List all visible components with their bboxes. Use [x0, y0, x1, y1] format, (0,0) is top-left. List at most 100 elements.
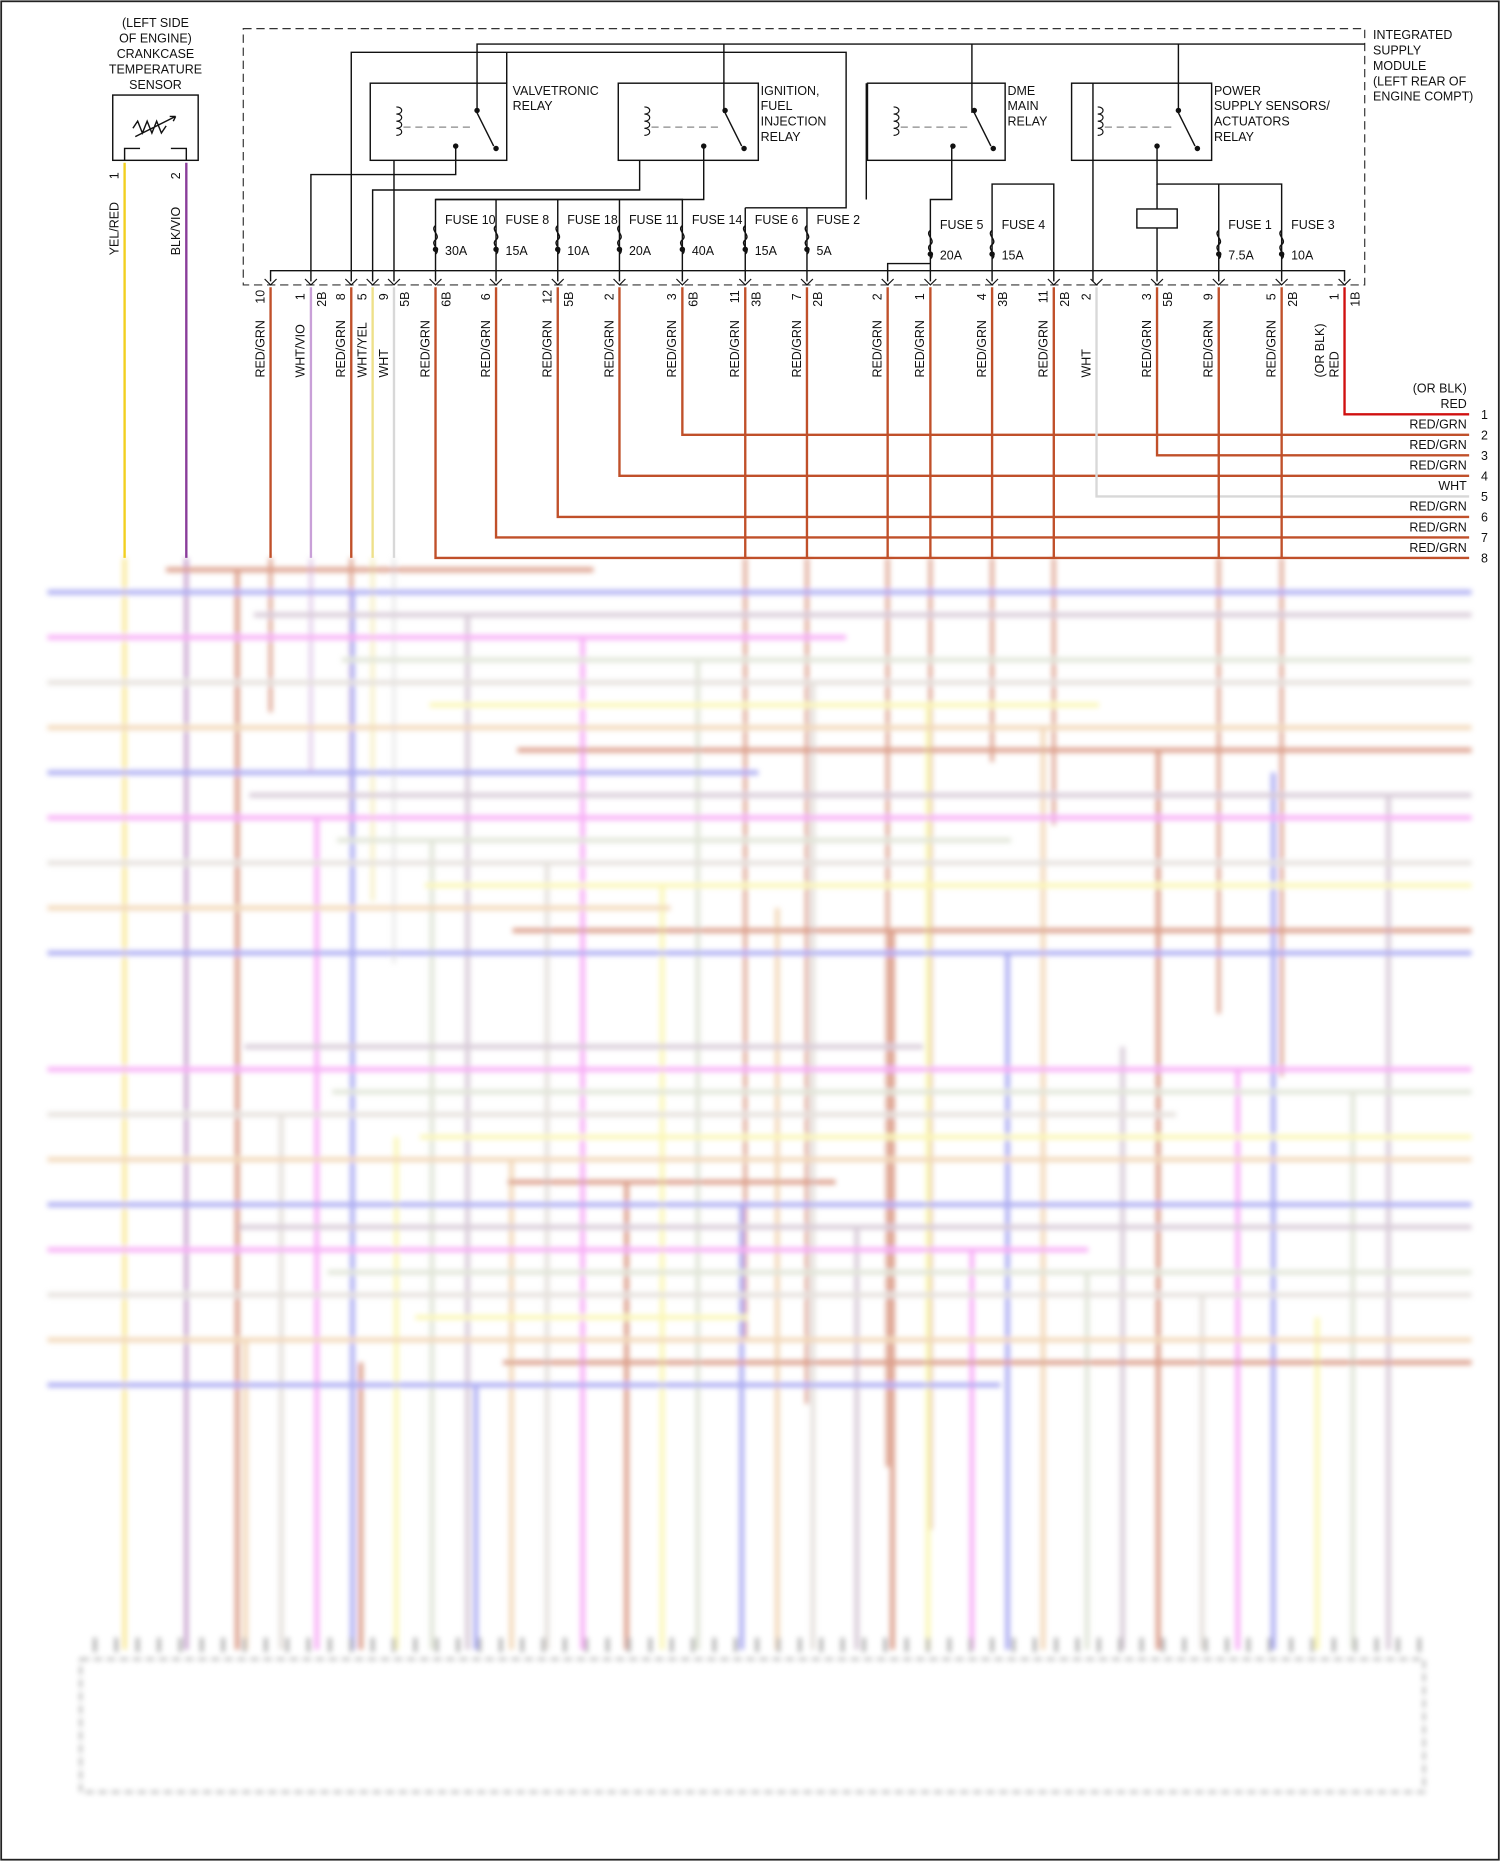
blurred-wire [166, 567, 594, 1650]
module-label: MODULE [1373, 59, 1426, 73]
relay-contact [493, 145, 499, 152]
terminal [344, 278, 358, 286]
fuse-name: FUSE 4 [1002, 218, 1046, 232]
terminal [489, 278, 503, 286]
connector-wire: RED/GRN [1409, 500, 1466, 514]
fuse-node [804, 246, 810, 253]
fuse-name: FUSE 10 [445, 213, 496, 227]
relay-coil [644, 106, 651, 136]
relay-coil [893, 106, 900, 136]
wire [1155, 287, 1470, 457]
terminal-pin: 6 [479, 293, 493, 300]
blurred-wire [47, 815, 1472, 1650]
sensor-wire-label: BLK/VIO [169, 206, 183, 255]
relay-label: INJECTION [761, 115, 827, 129]
terminal [924, 278, 937, 286]
blurred-wire [47, 589, 1472, 1650]
fuse-name: FUSE 11 [629, 213, 679, 227]
terminal [613, 278, 626, 286]
terminal [1275, 278, 1288, 286]
terminal-wire: RED/GRN [253, 320, 267, 377]
fuse-name: FUSE 3 [1291, 218, 1335, 232]
wire [434, 287, 1470, 560]
terminal-wire: RED/GRN [1037, 320, 1051, 377]
terminal-connector: 1B [1349, 292, 1363, 307]
terminal-connector: 6B [440, 292, 454, 307]
relay-label: VALVETRONIC [513, 84, 599, 98]
fuse-node [555, 246, 561, 253]
relay-contact [1154, 143, 1160, 149]
terminal-wire: RED/GRN [541, 320, 555, 377]
relay-label: FUEL [761, 99, 793, 113]
connector-wire: RED/GRN [1409, 418, 1466, 432]
connector-pin: 3 [1481, 449, 1488, 463]
wire [681, 287, 1470, 436]
fuse-name: FUSE 18 [567, 213, 618, 227]
fuse-name: FUSE 8 [506, 213, 550, 227]
fuse-node [493, 246, 499, 253]
blurred-wire [507, 1179, 836, 1650]
terminal [387, 278, 401, 286]
terminal-connector: 2B [811, 292, 825, 307]
fuse-node [616, 246, 623, 253]
fuse-name: FUSE 6 [755, 213, 799, 227]
connector-wire: RED/GRN [1409, 520, 1466, 534]
terminal-wire: WHT [1079, 349, 1093, 378]
terminal-pin: 3 [1140, 293, 1154, 300]
connector-note: (OR BLK) [1413, 382, 1467, 396]
terminal-pin: 5 [1264, 293, 1278, 300]
blurred-wire [393, 1134, 1472, 1650]
connector-pin: 7 [1481, 531, 1488, 545]
terminal-wire: WHT/VIO [294, 324, 308, 378]
relay-label: POWER [1214, 84, 1261, 98]
terminal-wire: RED/GRN [665, 320, 679, 377]
blurred-wire [47, 1292, 1472, 1650]
terminal-wire: RED/GRN [479, 320, 493, 377]
terminal-wire: RED/GRN [1264, 320, 1278, 377]
connector-pin: 2 [1481, 428, 1488, 442]
sensor-label: (LEFT SIDE [122, 16, 189, 30]
module-box [242, 28, 1366, 286]
terminal-pin: 7 [790, 293, 804, 300]
terminal-pin: 9 [1202, 293, 1216, 300]
sensor-label: OF ENGINE) [119, 32, 192, 46]
terminal-pin: 3 [665, 293, 679, 300]
fuse-rating: 7.5A [1228, 249, 1254, 263]
blurred-wire [249, 792, 1472, 1650]
blurred-wire [47, 635, 847, 1650]
sensor-pin: 1 [107, 172, 121, 179]
connector-pin: 1 [1481, 408, 1488, 422]
terminal-pin: 1 [913, 293, 927, 300]
fuse-rating: 15A [506, 244, 529, 258]
terminal-connector: 5B [398, 292, 412, 307]
terminal-wire: RED/GRN [602, 320, 616, 377]
terminal-pin: 10 [253, 290, 267, 304]
wire [1095, 287, 1470, 498]
terminal-pin: 11 [1037, 290, 1051, 303]
relay-contact [990, 145, 997, 152]
relay-label: DME [1008, 84, 1036, 98]
ecu-box [79, 1657, 1426, 1794]
blurred-wire [341, 657, 1472, 1650]
relay-label: RELAY [513, 99, 554, 113]
terminal [429, 278, 442, 286]
relay-contact [700, 143, 707, 149]
terminal [1090, 278, 1103, 286]
fuse-node [927, 251, 934, 257]
relay-switch [1177, 112, 1196, 147]
terminal-wire: RED/GRN [334, 320, 348, 377]
relay-box [617, 82, 760, 162]
relay-contact [950, 143, 956, 149]
wire [618, 287, 1470, 478]
terminal [1047, 278, 1061, 286]
blurred-wire [47, 1247, 1089, 1650]
sensor-pin: 2 [169, 172, 183, 179]
terminal-note: (OR BLK) [1313, 324, 1327, 378]
relay-label: RELAY [1008, 115, 1049, 129]
relay-switch [973, 112, 992, 147]
relay-switch [476, 112, 495, 147]
relay-contact [1175, 107, 1182, 114]
wire [494, 287, 1470, 539]
fuse-node [989, 251, 995, 257]
terminal-connector: 6B [687, 292, 701, 307]
